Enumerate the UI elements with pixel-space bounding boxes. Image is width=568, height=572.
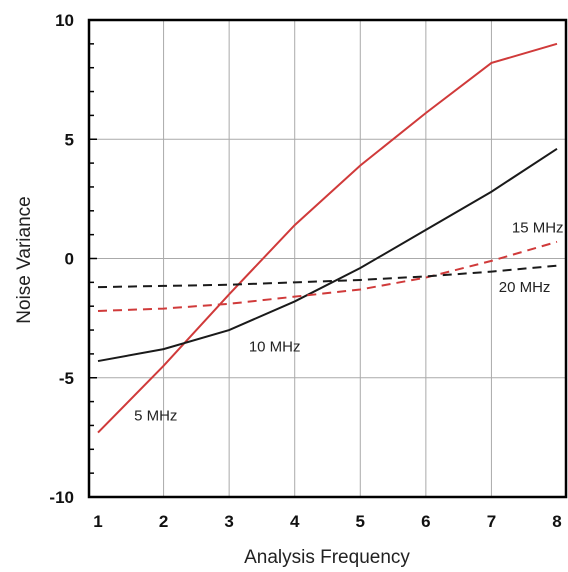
y-tick-labels: -10 -5 0 5 10 (49, 11, 74, 507)
series-lines (97, 42, 558, 434)
series-line-15-mhz (97, 240, 558, 312)
x-tick-label: 7 (487, 512, 496, 531)
x-tick-label: 5 (356, 512, 365, 531)
x-tick-label: 8 (552, 512, 561, 531)
x-tick-label: 2 (159, 512, 168, 531)
series-line-10-mhz (97, 147, 558, 363)
x-tick-label: 3 (224, 512, 233, 531)
series-label-15-mhz: 15 MHz (512, 219, 564, 236)
x-axis-title: Analysis Frequency (244, 547, 410, 568)
y-tick-label: -10 (49, 488, 74, 507)
series-labels: 5 MHz 10 MHz 15 MHz 20 MHz (134, 219, 563, 424)
y-tick-label: -5 (59, 369, 74, 388)
minor-ticks (89, 19, 97, 498)
grid (89, 20, 566, 497)
x-tick-label: 4 (290, 512, 300, 531)
series-label-5-mhz: 5 MHz (134, 408, 177, 425)
series-line-20-mhz (97, 264, 558, 289)
y-tick-label: 5 (65, 130, 74, 149)
series-label-10-mhz: 10 MHz (249, 339, 301, 356)
series-line-5-mhz (97, 42, 558, 434)
x-tick-labels: 1 2 3 4 5 6 7 8 (93, 512, 561, 531)
x-tick-label: 6 (421, 512, 430, 531)
y-tick-label: 10 (55, 11, 74, 30)
series-label-20-mhz: 20 MHz (499, 279, 551, 296)
y-tick-label: 0 (65, 250, 74, 269)
y-axis-title: Noise Variance (14, 196, 35, 323)
x-tick-label: 1 (93, 512, 102, 531)
